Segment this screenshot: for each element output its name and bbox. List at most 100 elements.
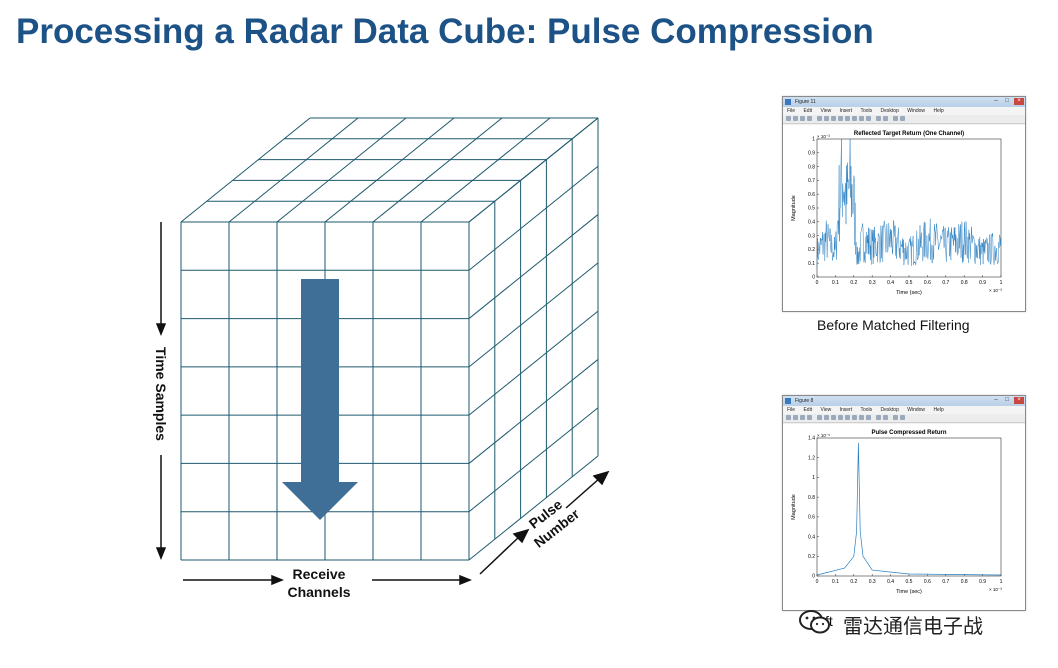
y-tick-label: 0.2: [808, 554, 815, 560]
print-icon[interactable]: [807, 415, 812, 420]
y-tick-label: 0.6: [808, 192, 815, 198]
axes-box: [816, 138, 1002, 278]
minimize-icon[interactable]: –: [994, 98, 998, 104]
show-tools-icon[interactable]: [900, 415, 905, 420]
figure-menubar: File Edit View Insert Tools Desktop Wind…: [783, 406, 1025, 414]
receive-channels-label: Receive Channels: [287, 566, 351, 600]
cube-grid-line: [468, 310, 599, 416]
wechat-icon: [799, 610, 830, 634]
time-samples-label: Time Samples: [153, 347, 169, 441]
series-line: [816, 138, 1002, 268]
menu-tools[interactable]: Tools: [860, 407, 873, 413]
menu-file[interactable]: File: [787, 407, 796, 413]
plot-area: Reflected Target Return (One Channel) × 1…: [783, 125, 1025, 311]
y-tick-label: 1: [812, 475, 815, 481]
y-tick-label: 0.6: [808, 515, 815, 521]
cube-grid-line: [468, 117, 599, 223]
close-icon[interactable]: ×: [1014, 98, 1024, 105]
y-tick-label: 1.2: [808, 455, 815, 461]
new-figure-icon[interactable]: [786, 415, 791, 420]
slide-title: Processing a Radar Data Cube: Pulse Comp…: [16, 12, 874, 51]
y-tick-label: 1.4: [808, 436, 815, 442]
maximize-icon[interactable]: □: [1005, 98, 1009, 104]
hide-tools-icon[interactable]: [893, 415, 898, 420]
menu-file[interactable]: File: [787, 108, 796, 114]
hide-tools-icon[interactable]: [893, 116, 898, 121]
x-tick-label: 0.5: [906, 280, 913, 286]
save-icon[interactable]: [800, 116, 805, 121]
pointer-icon[interactable]: [817, 116, 822, 121]
y-tick-label: 0.8: [808, 164, 815, 170]
data-cursor-icon[interactable]: [852, 415, 857, 420]
pan-icon[interactable]: [838, 116, 843, 121]
colorbar-icon[interactable]: [876, 415, 881, 420]
brush-icon[interactable]: [859, 415, 864, 420]
x-tick-label: 0.7: [942, 579, 949, 585]
menu-desktop[interactable]: Desktop: [880, 407, 899, 413]
cube-grid-line: [276, 117, 407, 223]
time-samples-axis: [155, 222, 167, 561]
open-icon[interactable]: [793, 415, 798, 420]
pointer-icon[interactable]: [817, 415, 822, 420]
open-icon[interactable]: [793, 116, 798, 121]
link-icon[interactable]: [866, 415, 871, 420]
rotate-icon[interactable]: [845, 116, 850, 121]
figure-titlebar: Figure 8 – □ ×: [783, 396, 1025, 406]
menu-tools[interactable]: Tools: [860, 108, 873, 114]
show-tools-icon[interactable]: [900, 116, 905, 121]
zoom-out-icon[interactable]: [831, 116, 836, 121]
menu-view[interactable]: View: [820, 407, 832, 413]
menu-view[interactable]: View: [820, 108, 832, 114]
window-title: Figure 11: [795, 99, 816, 105]
cube-grid: [180, 117, 599, 561]
menu-window[interactable]: Window: [907, 407, 926, 413]
plot-title: Reflected Target Return (One Channel): [854, 131, 964, 137]
x-tick-label: 0.6: [924, 579, 931, 585]
link-icon[interactable]: [866, 116, 871, 121]
menu-help[interactable]: Help: [933, 108, 944, 114]
menu-insert[interactable]: Insert: [839, 108, 853, 114]
matlab-icon: [785, 398, 791, 404]
new-figure-icon[interactable]: [786, 116, 791, 121]
y-tick-label: 0.2: [808, 247, 815, 253]
pulse-number-axis: [479, 470, 610, 575]
cube-grid-line: [468, 455, 599, 561]
x-axis-label: Time (sec): [896, 589, 922, 595]
cube-grid-line: [324, 117, 455, 223]
save-icon[interactable]: [800, 415, 805, 420]
series-line: [816, 442, 1002, 576]
menu-desktop[interactable]: Desktop: [880, 108, 899, 114]
figure-menubar: File Edit View Insert Tools Desktop Wind…: [783, 107, 1025, 115]
x-exponent: × 10⁻³: [989, 587, 1002, 592]
zoom-in-icon[interactable]: [824, 415, 829, 420]
legend-icon[interactable]: [883, 415, 888, 420]
x-tick-label: 0: [816, 280, 819, 286]
print-icon[interactable]: [807, 116, 812, 121]
y-tick-label: 0: [812, 275, 815, 281]
down-arrow: [282, 279, 358, 520]
menu-edit[interactable]: Edit: [803, 108, 813, 114]
x-exponent: × 10⁻³: [989, 288, 1002, 293]
zoom-in-icon[interactable]: [824, 116, 829, 121]
brush-icon[interactable]: [859, 116, 864, 121]
caption-before: Before Matched Filtering: [817, 317, 970, 333]
close-icon[interactable]: ×: [1014, 397, 1024, 404]
receive-channels-axis: [183, 574, 473, 586]
rotate-icon[interactable]: [845, 415, 850, 420]
menu-insert[interactable]: Insert: [839, 407, 853, 413]
plot-title: Pulse Compressed Return: [871, 430, 946, 436]
pan-icon[interactable]: [838, 415, 843, 420]
maximize-icon[interactable]: □: [1005, 397, 1009, 403]
zoom-out-icon[interactable]: [831, 415, 836, 420]
legend-icon[interactable]: [883, 116, 888, 121]
menu-help[interactable]: Help: [933, 407, 944, 413]
minimize-icon[interactable]: –: [994, 397, 998, 403]
x-tick-label: 0.4: [887, 280, 894, 286]
figure-titlebar: Figure 11 – □ ×: [783, 97, 1025, 107]
menu-edit[interactable]: Edit: [803, 407, 813, 413]
watermark-text: 雷达通信电子战: [843, 616, 983, 638]
menu-window[interactable]: Window: [907, 108, 926, 114]
colorbar-icon[interactable]: [876, 116, 881, 121]
data-cursor-icon[interactable]: [852, 116, 857, 121]
